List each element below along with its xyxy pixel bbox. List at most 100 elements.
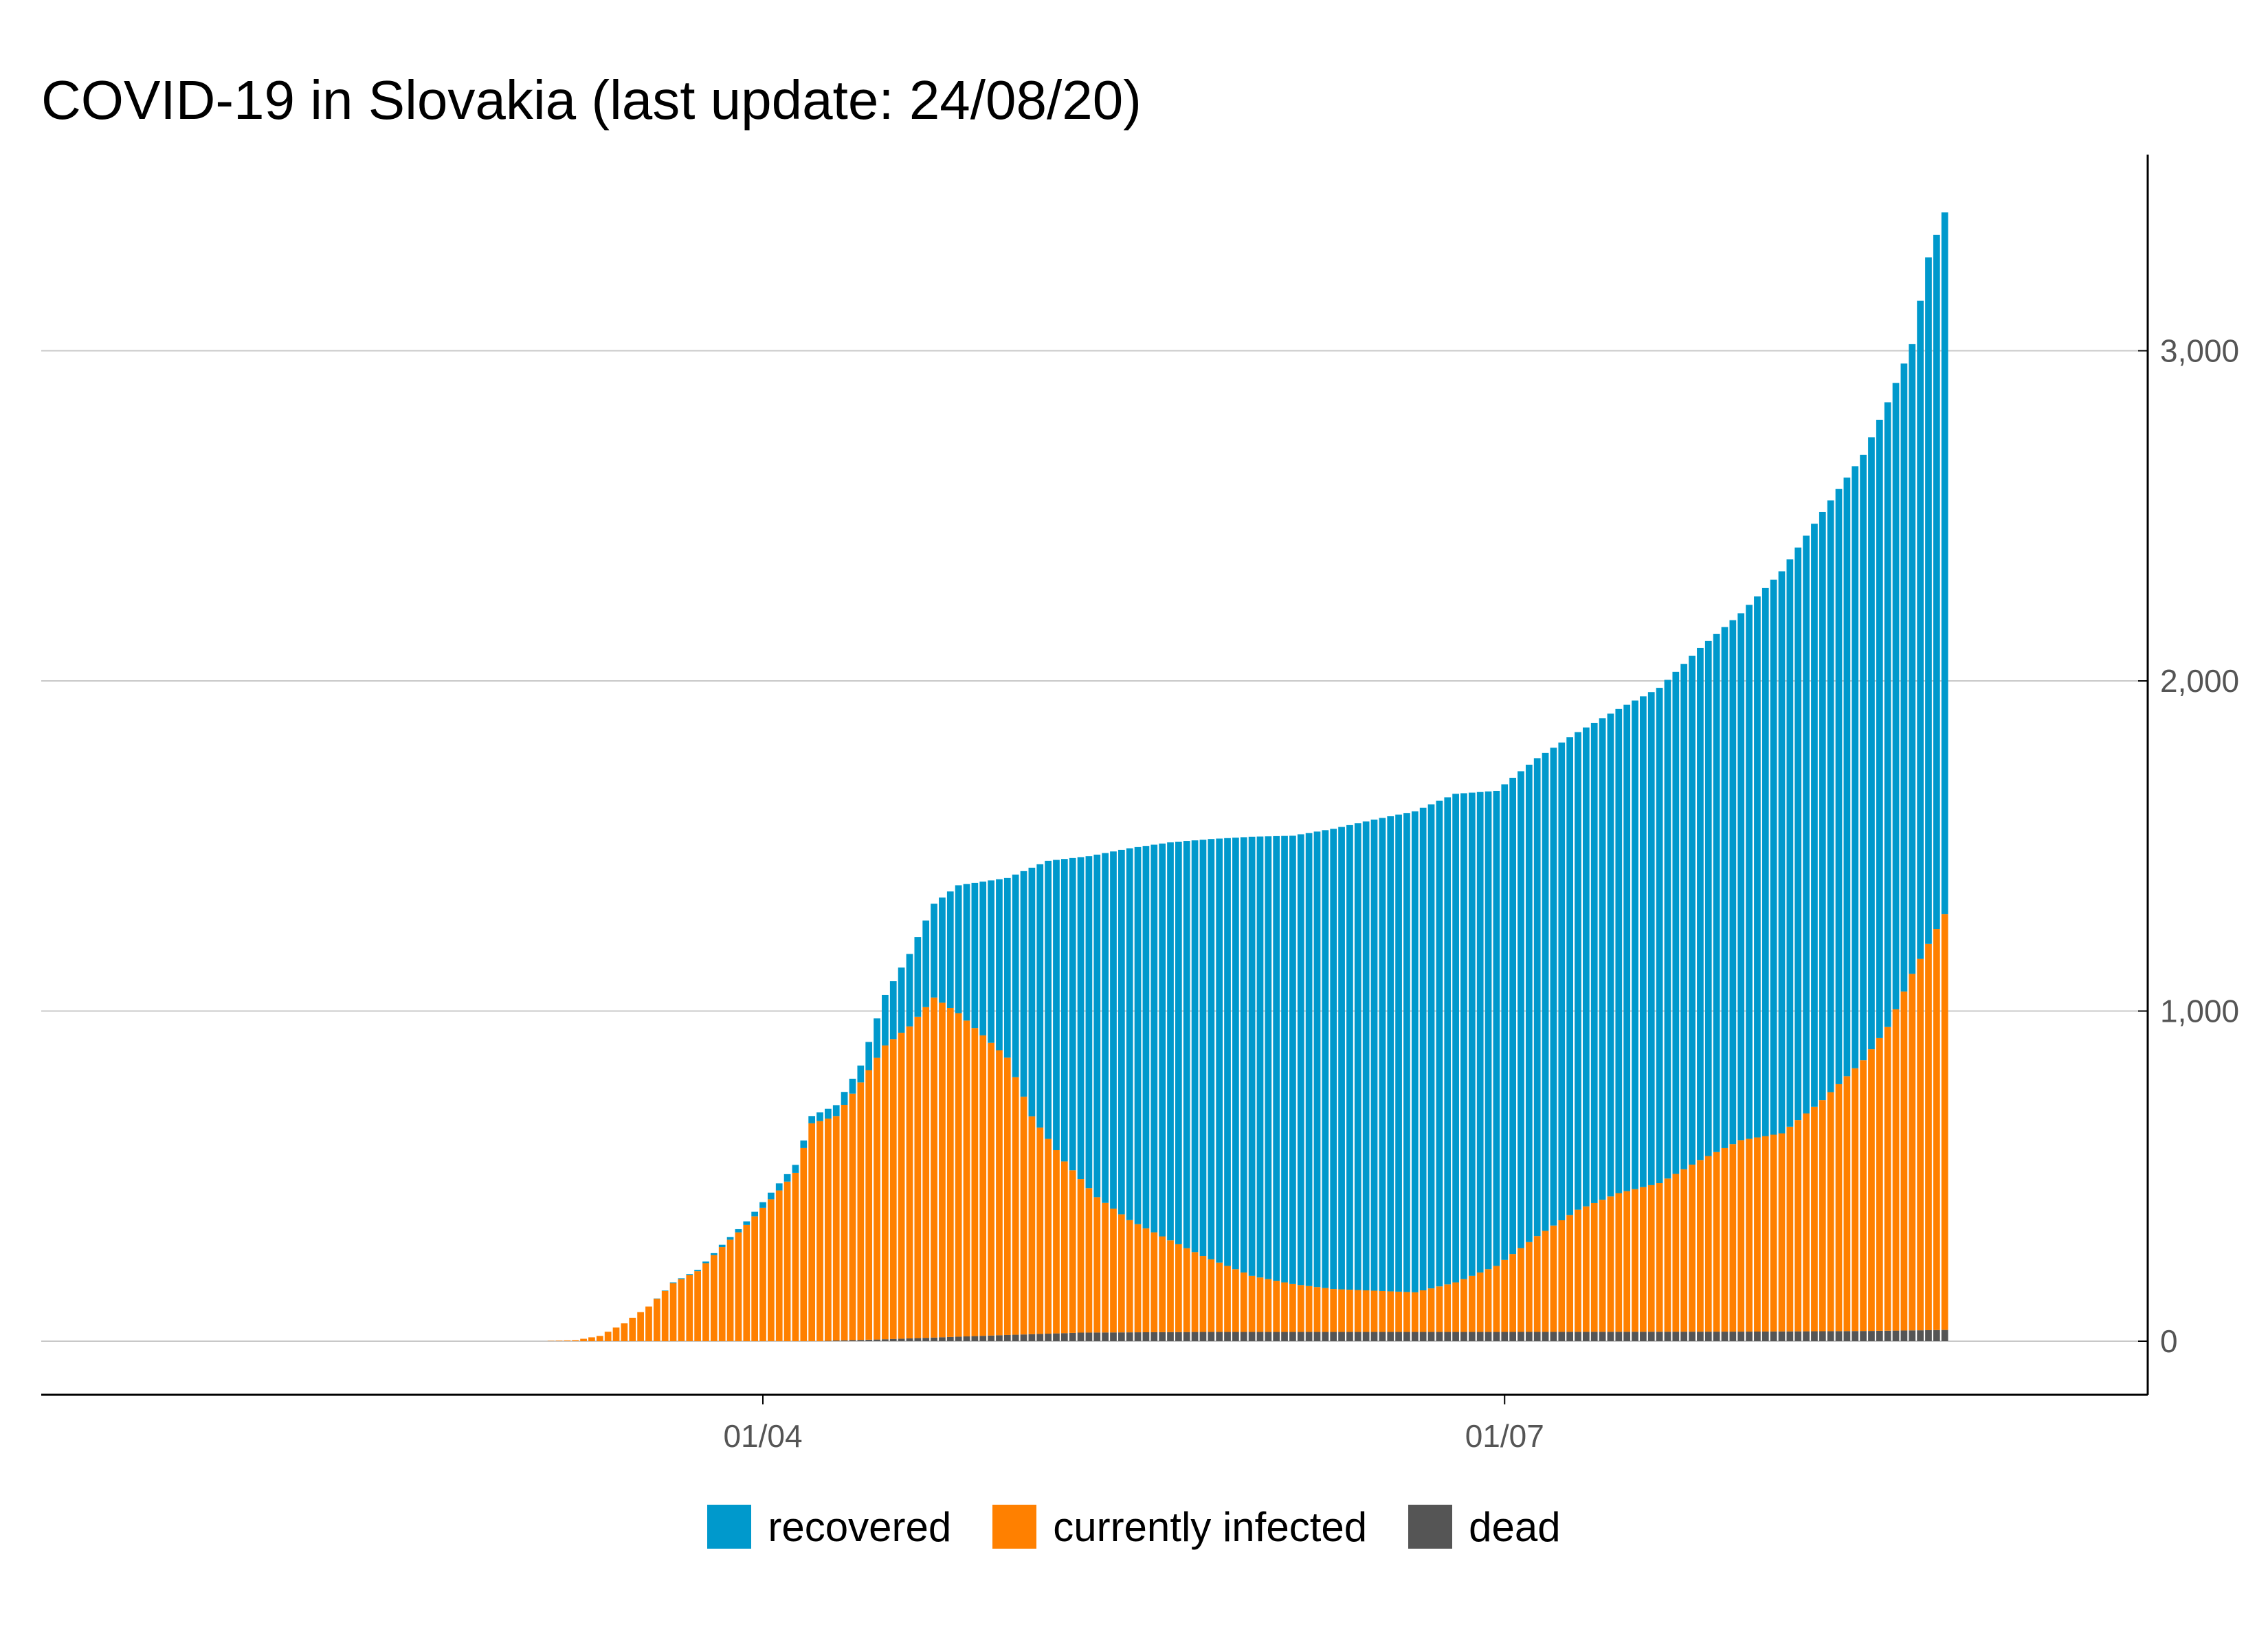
- bar-dead-2020-04-17: [889, 1338, 897, 1341]
- bar-recovered-2020-04-29: [988, 880, 994, 1043]
- bar-dead-2020-04-10: [832, 1340, 840, 1341]
- bar-currently-infected-2020-06-09: [1322, 1288, 1329, 1332]
- bar-currently-infected-2020-07-04: [1525, 1242, 1533, 1332]
- bar-dead-2020-08-06: [1794, 1331, 1802, 1341]
- bar-currently-infected-2020-06-06: [1297, 1285, 1304, 1332]
- bar-currently-infected-2020-08-24: [1941, 914, 1948, 1330]
- bar-recovered-2020-03-24: [694, 1270, 701, 1272]
- bar-currently-infected-2020-07-31: [1746, 1138, 1753, 1332]
- bar-recovered-2020-04-21: [922, 920, 930, 1007]
- bar-currently-infected-2020-05-30: [1240, 1272, 1247, 1332]
- bar-currently-infected-2020-04-11: [841, 1104, 848, 1340]
- bar-currently-infected-2020-07-03: [1517, 1248, 1524, 1332]
- bar-recovered-2020-07-28: [1721, 627, 1728, 1148]
- bar-currently-infected-2020-08-22: [1925, 943, 1932, 1330]
- bar-dead-2020-04-25: [955, 1336, 962, 1341]
- bar-dead-2020-08-08: [1811, 1331, 1818, 1341]
- bar-currently-infected-2020-06-25: [1452, 1282, 1459, 1332]
- bar-dead-2020-05-14: [1110, 1332, 1117, 1341]
- bar-currently-infected-2020-08-03: [1770, 1134, 1777, 1332]
- bar-currently-infected-2020-07-17: [1632, 1189, 1638, 1332]
- bar-currently-infected-2020-03-30: [743, 1224, 751, 1341]
- bar-currently-infected-2020-08-07: [1803, 1113, 1810, 1332]
- bar-currently-infected-2020-07-02: [1509, 1254, 1516, 1332]
- bar-currently-infected-2020-06-23: [1436, 1286, 1443, 1332]
- bar-dead-2020-04-22: [931, 1337, 937, 1341]
- bar-currently-infected-2020-03-08: [564, 1340, 571, 1341]
- bar-currently-infected-2020-06-28: [1476, 1272, 1484, 1332]
- bar-dead-2020-04-29: [988, 1335, 994, 1341]
- bar-currently-infected-2020-07-16: [1623, 1191, 1631, 1332]
- bar-dead-2020-06-23: [1436, 1332, 1443, 1341]
- bar-recovered-2020-04-09: [825, 1108, 832, 1119]
- bar-recovered-2020-04-23: [939, 897, 946, 1003]
- bar-currently-infected-2020-03-18: [645, 1306, 652, 1341]
- bar-currently-infected-2020-06-27: [1468, 1275, 1476, 1332]
- bar-currently-infected-2020-06-07: [1305, 1286, 1313, 1332]
- bar-dead-2020-08-17: [1884, 1330, 1891, 1341]
- bar-currently-infected-2020-03-24: [694, 1271, 701, 1341]
- bar-dead-2020-06-29: [1485, 1332, 1492, 1341]
- bar-currently-infected-2020-04-19: [906, 1026, 913, 1338]
- bar-currently-infected-2020-04-05: [792, 1172, 799, 1341]
- bar-dead-2020-06-09: [1322, 1332, 1329, 1341]
- bar-dead-2020-08-05: [1786, 1331, 1794, 1341]
- bar-recovered-2020-04-03: [775, 1183, 783, 1191]
- bar-currently-infected-2020-05-24: [1191, 1252, 1199, 1332]
- bar-recovered-2020-06-28: [1476, 792, 1484, 1273]
- bar-currently-infected-2020-04-08: [816, 1121, 823, 1341]
- bar-recovered-2020-06-15: [1370, 819, 1378, 1291]
- bar-currently-infected-2020-07-18: [1640, 1187, 1647, 1332]
- bar-currently-infected-2020-05-14: [1110, 1209, 1117, 1333]
- bar-recovered-2020-07-08: [1558, 742, 1566, 1221]
- bar-dead-2020-06-22: [1427, 1332, 1435, 1341]
- bar-recovered-2020-06-14: [1362, 821, 1370, 1290]
- bar-dead-2020-08-14: [1860, 1331, 1867, 1341]
- bar-recovered-2020-07-22: [1672, 671, 1680, 1174]
- bar-recovered-2020-06-25: [1452, 794, 1459, 1283]
- bar-dead-2020-08-16: [1876, 1330, 1883, 1341]
- bar-dead-2020-08-03: [1770, 1331, 1777, 1341]
- bar-dead-2020-04-09: [825, 1340, 832, 1342]
- bar-recovered-2020-04-14: [865, 1042, 873, 1070]
- bar-currently-infected-2020-05-02: [1012, 1077, 1019, 1335]
- bar-recovered-2020-06-24: [1444, 797, 1452, 1285]
- bar-recovered-2020-06-08: [1313, 831, 1321, 1288]
- bar-recovered-2020-05-01: [1003, 877, 1011, 1058]
- bar-currently-infected-2020-04-24: [946, 1007, 954, 1337]
- bar-recovered-2020-05-26: [1208, 839, 1215, 1259]
- bar-dead-2020-07-29: [1729, 1332, 1737, 1341]
- bar-recovered-2020-07-31: [1746, 605, 1753, 1139]
- bar-dead-2020-06-03: [1273, 1332, 1280, 1341]
- bar-dead-2020-08-09: [1819, 1331, 1826, 1341]
- bar-recovered-2020-07-25: [1697, 647, 1704, 1160]
- bar-dead-2020-07-04: [1525, 1332, 1533, 1341]
- bar-dead-2020-07-07: [1550, 1332, 1557, 1341]
- bar-currently-infected-2020-07-30: [1737, 1140, 1745, 1332]
- bar-currently-infected-2020-08-21: [1917, 958, 1924, 1331]
- bar-dead-2020-06-12: [1346, 1332, 1353, 1341]
- bar-recovered-2020-03-29: [735, 1229, 742, 1233]
- bar-currently-infected-2020-06-18: [1395, 1291, 1402, 1332]
- bar-currently-infected-2020-04-16: [882, 1045, 889, 1340]
- bar-dead-2020-05-27: [1216, 1332, 1223, 1341]
- bar-currently-infected-2020-07-26: [1704, 1156, 1712, 1332]
- bar-dead-2020-05-23: [1183, 1332, 1190, 1341]
- legend: recovered currently infected dead: [0, 1499, 2268, 1554]
- bar-currently-infected-2020-08-23: [1933, 929, 1940, 1330]
- bar-currently-infected-2020-08-10: [1827, 1092, 1834, 1332]
- bar-currently-infected-2020-06-24: [1444, 1284, 1452, 1332]
- bar-recovered-2020-05-15: [1118, 849, 1125, 1215]
- bar-recovered-2020-08-20: [1909, 344, 1916, 974]
- bar-recovered-2020-07-13: [1599, 718, 1606, 1200]
- bar-dead-2020-07-11: [1583, 1332, 1590, 1341]
- bar-currently-infected-2020-03-19: [653, 1299, 660, 1341]
- bar-currently-infected-2020-04-17: [889, 1039, 897, 1339]
- bar-dead-2020-04-20: [914, 1338, 922, 1341]
- bar-recovered-2020-04-26: [963, 884, 970, 1021]
- bar-dead-2020-08-01: [1754, 1332, 1761, 1341]
- bar-recovered-2020-08-11: [1835, 489, 1843, 1084]
- bar-recovered-2020-07-30: [1737, 613, 1745, 1141]
- bar-recovered-2020-05-24: [1191, 840, 1199, 1253]
